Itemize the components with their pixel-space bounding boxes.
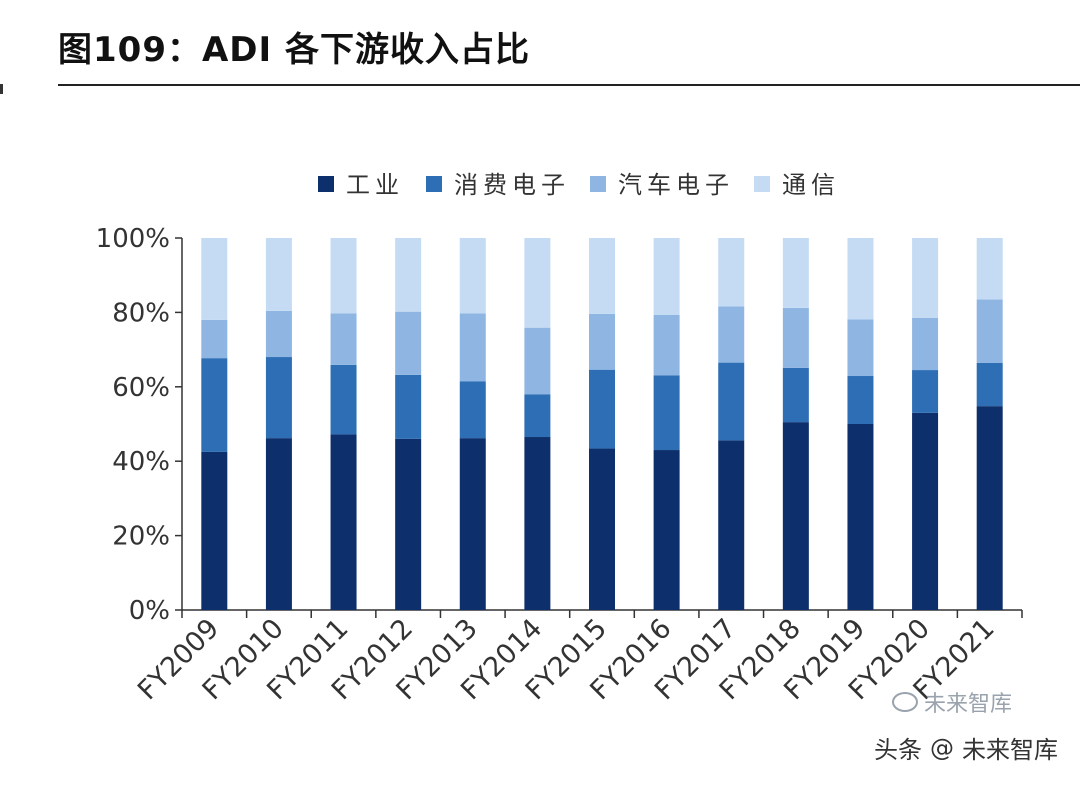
figure-title: 图109：ADI 各下游收入占比 (58, 30, 530, 70)
bar-segment-3-FY2020 (912, 238, 939, 318)
watermark-account: 未来智库 (962, 736, 1058, 764)
bar-segment-2-FY2015 (589, 313, 615, 370)
source-watermark-text: 未来智库 (924, 692, 1013, 717)
bar-segment-1-FY2009 (201, 358, 228, 452)
bar-segment-0-FY2010 (265, 438, 292, 610)
bar-segment-2-FY2021 (976, 299, 1003, 363)
bar-segment-1-FY2019 (847, 376, 874, 424)
bar-segment-0-FY2021 (976, 406, 1003, 610)
bar-segment-1-FY2012 (395, 374, 422, 439)
y-tick-label: 40% (112, 447, 170, 477)
y-tick-label: 60% (112, 373, 170, 403)
legend-label-2: 汽车电子 (618, 171, 734, 199)
bar-segment-0-FY2014 (524, 437, 551, 610)
bar-segment-0-FY2012 (395, 438, 422, 610)
bar-segment-0-FY2016 (653, 450, 680, 610)
legend-label-3: 通信 (782, 171, 840, 199)
bar-segment-1-FY2020 (912, 370, 939, 413)
bar-segment-3-FY2021 (976, 238, 1003, 300)
bar-segment-3-FY2016 (653, 238, 680, 316)
chart-legend: 工业 消费电子 汽车电子 通信 (318, 171, 840, 199)
bar-segment-2-FY2014 (524, 327, 551, 395)
bar-segment-1-FY2014 (524, 394, 551, 438)
bar-segment-2-FY2019 (847, 319, 874, 377)
bar-segment-1-FY2010 (265, 357, 292, 439)
bar-segment-2-FY2012 (395, 311, 422, 375)
legend-swatch-1 (426, 176, 442, 192)
bar-segment-1-FY2021 (976, 362, 1003, 407)
bar-segment-1-FY2015 (589, 369, 615, 449)
bar-segment-0-FY2011 (330, 434, 357, 610)
bar-segment-2-FY2009 (201, 319, 228, 359)
y-tick-label: 80% (112, 298, 170, 328)
bar-segment-3-FY2019 (847, 238, 874, 320)
bar-segment-0-FY2018 (782, 422, 809, 610)
bar-segment-1-FY2018 (782, 367, 809, 423)
y-tick-label: 100% (96, 224, 170, 254)
bar-segment-2-FY2011 (330, 313, 357, 365)
bar-segment-3-FY2009 (201, 238, 228, 320)
y-tick-label: 20% (112, 522, 170, 552)
legend-label-0: 工业 (346, 171, 404, 199)
bar-segment-1-FY2011 (330, 364, 357, 435)
bar-segment-3-FY2012 (395, 238, 422, 312)
bar-segment-2-FY2017 (718, 306, 745, 363)
bar-segment-1-FY2013 (459, 381, 486, 439)
bar-segment-0-FY2017 (718, 440, 745, 610)
bar-segment-0-FY2009 (201, 451, 228, 610)
bar-segment-3-FY2018 (782, 238, 809, 308)
left-edge-mark (0, 84, 3, 94)
bar-segment-2-FY2013 (459, 313, 486, 382)
bar-segment-1-FY2017 (718, 362, 745, 441)
bar-segment-3-FY2017 (718, 238, 745, 307)
y-tick-label: 0% (129, 596, 170, 626)
bar-segment-2-FY2020 (912, 317, 939, 371)
watermark-platform: 头条 (874, 736, 922, 764)
bars (201, 238, 1003, 610)
bar-segment-3-FY2010 (265, 238, 292, 311)
legend-swatch-3 (754, 176, 770, 192)
bar-segment-0-FY2019 (847, 424, 874, 610)
bar-segment-3-FY2015 (589, 238, 615, 314)
bar-segment-2-FY2010 (265, 310, 292, 358)
legend-swatch-2 (590, 176, 606, 192)
bar-segment-0-FY2013 (459, 438, 486, 610)
bar-segment-1-FY2016 (653, 375, 680, 451)
bar-segment-2-FY2016 (653, 315, 680, 376)
platform-watermark: 头条 @ 未来智库 (874, 730, 1058, 765)
x-axis: FY2009FY2010FY2011FY2012FY2013FY2014FY20… (132, 609, 1023, 706)
bar-segment-3-FY2014 (524, 238, 551, 328)
watermark-at: @ (930, 733, 954, 762)
source-watermark: 未来智库 (892, 686, 1012, 718)
title-divider (58, 84, 1080, 86)
legend-swatch-0 (318, 176, 334, 192)
bar-segment-3-FY2013 (459, 238, 486, 314)
bar-segment-0-FY2020 (912, 412, 939, 610)
wechat-icon (892, 692, 918, 712)
legend-label-1: 消费电子 (454, 171, 570, 199)
bar-segment-3-FY2011 (330, 238, 357, 314)
bar-segment-2-FY2018 (782, 307, 809, 368)
bar-segment-0-FY2015 (589, 448, 615, 610)
y-axis: 0% 20% 40% 60% 80% 100% (96, 224, 183, 626)
